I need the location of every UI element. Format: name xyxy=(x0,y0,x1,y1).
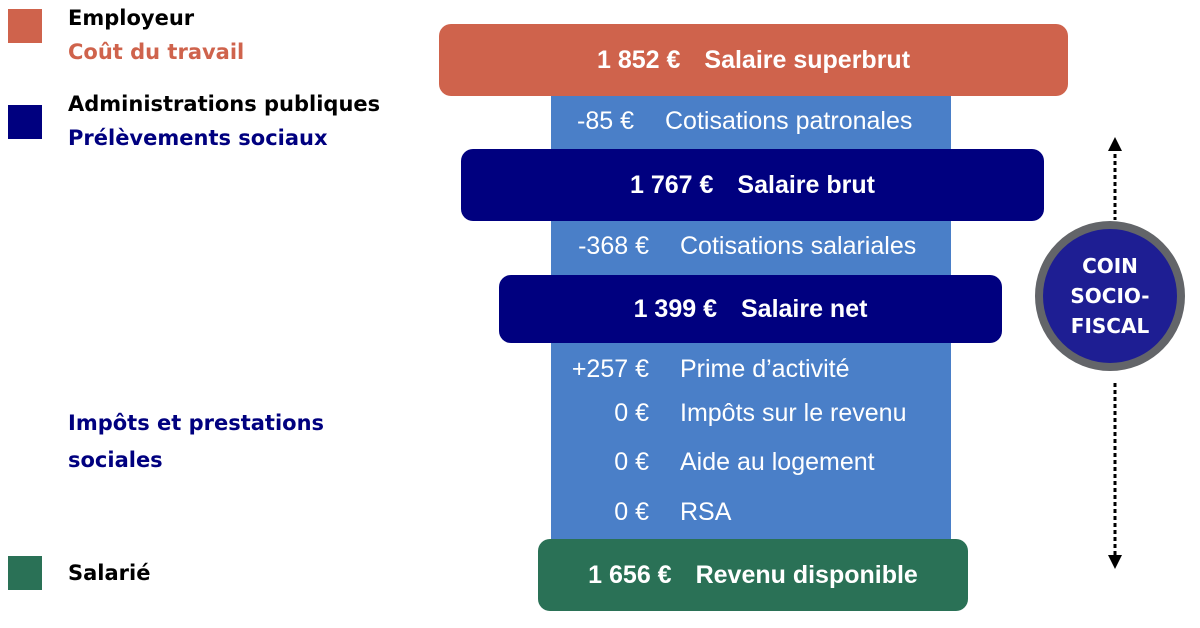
prime-activite-label: Prime d’activité xyxy=(680,355,850,383)
impots-revenu-row: 0 € Impôts sur le revenu xyxy=(551,391,951,435)
aide-logement-amount: 0 € xyxy=(614,448,649,476)
coin-line-2: SOCIO- xyxy=(1070,284,1150,308)
revenu-disponible-bar: 1 656 € Revenu disponible xyxy=(538,539,968,611)
prime-activite-amount: +257 € xyxy=(571,355,649,383)
public-admin-title: Administrations publiques xyxy=(68,92,381,116)
superbrut-bar: 1 852 € Salaire superbrut xyxy=(439,24,1068,96)
cotisations-salariales-amount: -368 € xyxy=(578,232,649,260)
public-admin-swatch xyxy=(8,105,42,139)
superbrut-amount: 1 852 € xyxy=(596,45,681,74)
coin-line-3: FISCAL xyxy=(1070,314,1150,338)
cotisations-patronales-amount: -85 € xyxy=(577,107,634,135)
coin-socio-fiscal-badge: COIN SOCIO- FISCAL xyxy=(1035,221,1185,371)
brut-bar: 1 767 € Salaire brut xyxy=(461,149,1044,221)
prime-activite-row: +257 € Prime d’activité xyxy=(551,347,951,391)
superbrut-label: Salaire superbrut xyxy=(704,45,911,74)
coin-range-arrow xyxy=(1108,137,1122,569)
aide-logement-label: Aide au logement xyxy=(680,448,875,476)
net-bar: 1 399 € Salaire net xyxy=(499,275,1002,343)
employer-title: Employeur xyxy=(68,6,195,30)
rsa-amount: 0 € xyxy=(614,498,649,526)
employee-title: Salarié xyxy=(68,561,151,585)
rsa-row: 0 € RSA xyxy=(551,490,951,534)
cotisations-patronales-row: -85 € Cotisations patronales xyxy=(551,99,951,143)
public-admin-subtitle: Prélèvements sociaux xyxy=(68,126,328,150)
net-label: Salaire net xyxy=(740,294,868,323)
coin-line-1: COIN xyxy=(1082,254,1138,278)
brut-label: Salaire brut xyxy=(737,170,875,199)
brut-amount: 1 767 € xyxy=(630,170,714,199)
impots-revenu-amount: 0 € xyxy=(614,399,649,427)
taxes-title: Impôts et prestations sociales xyxy=(68,411,325,472)
arrow-up-head xyxy=(1108,137,1122,151)
employer-subtitle: Coût du travail xyxy=(68,40,245,64)
revenu-disponible-amount: 1 656 € xyxy=(588,560,672,589)
impots-revenu-label: Impôts sur le revenu xyxy=(680,399,907,427)
employer-swatch xyxy=(8,9,42,43)
cotisations-patronales-label: Cotisations patronales xyxy=(665,107,913,135)
aide-logement-row: 0 € Aide au logement xyxy=(551,440,951,484)
cotisations-salariales-row: -368 € Cotisations salariales xyxy=(551,224,951,268)
rsa-label: RSA xyxy=(680,498,732,526)
employee-swatch xyxy=(8,556,42,590)
revenu-disponible-label: Revenu disponible xyxy=(695,560,918,589)
net-amount: 1 399 € xyxy=(633,294,717,323)
arrow-down-head xyxy=(1108,555,1122,569)
cotisations-salariales-label: Cotisations salariales xyxy=(680,232,917,260)
